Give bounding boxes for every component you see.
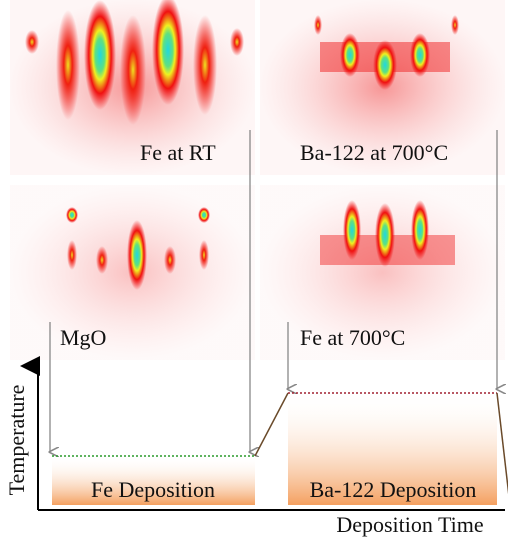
panel-label: Ba-122 at 700°C [300,140,448,165]
panel-label: Fe at 700°C [300,325,405,350]
ramp [255,393,288,456]
stage-label: Fe Deposition [91,477,215,502]
stage-label: Ba-122 Deposition [310,477,477,502]
rheed-panels [10,0,505,360]
x-axis-label: Deposition Time [336,512,483,537]
panel-label: Fe at RT [140,140,216,165]
y-axis-label: Temperature [4,385,29,496]
ramp [497,393,508,505]
panel-label: MgO [60,325,106,350]
figure: Fe at RT Ba-122 at 700°C MgO Fe at 700°C… [0,0,508,538]
